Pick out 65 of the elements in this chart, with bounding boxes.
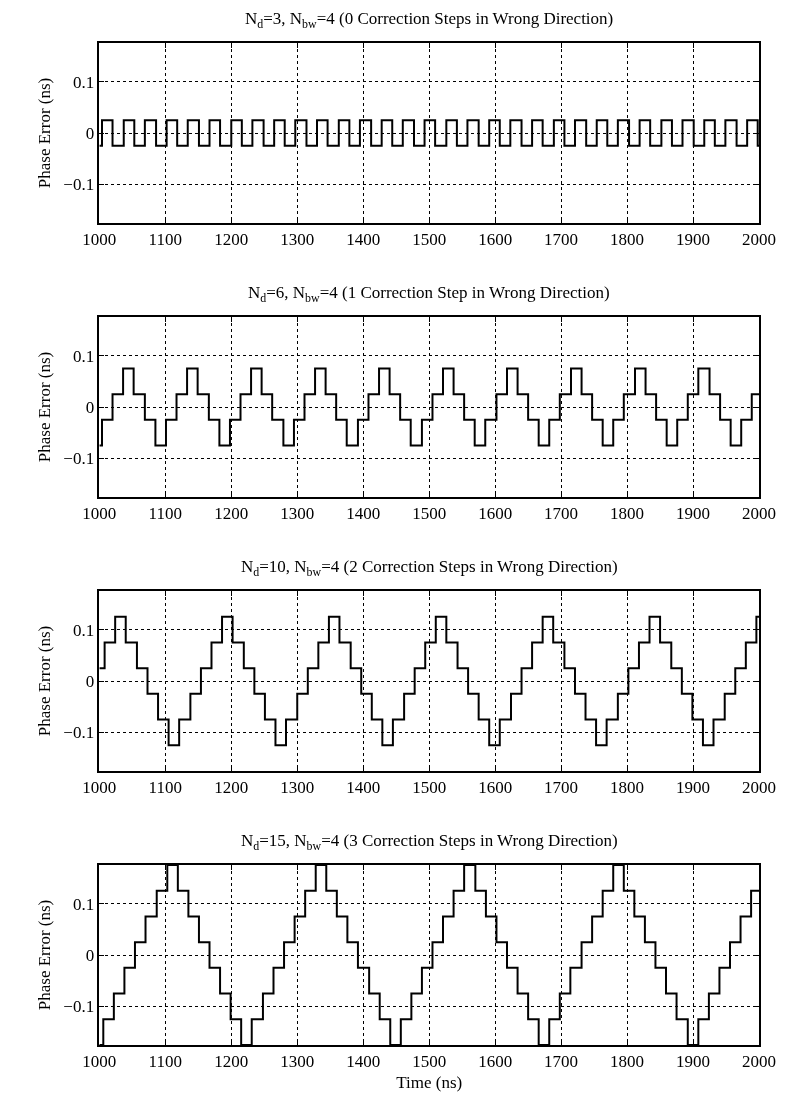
chart-title: N$_{d}$=6, N$_{bw}$=4 (1 Correction Step in Wrong Direction) [248, 283, 610, 305]
x-tick-label: 1600 [478, 1052, 513, 1072]
x-tick-label: 1900 [676, 778, 711, 798]
y-tick-label: 0.1 [72, 346, 95, 366]
x-tick-label: 1400 [346, 504, 381, 524]
x-tick-label: 1000 [82, 504, 117, 524]
y-tick-label: −0.1 [63, 997, 95, 1017]
x-tick-label: 1200 [214, 1052, 249, 1072]
x-tick-label: 1200 [214, 504, 249, 524]
x-tick-label: 1700 [544, 778, 579, 798]
x-tick-label: 1000 [82, 778, 117, 798]
x-tick-label: 1800 [610, 230, 645, 250]
x-tick-label: 1200 [214, 778, 249, 798]
x-tick-label: 1700 [544, 230, 579, 250]
y-axis-title: Phase Error (ns) [35, 351, 55, 463]
x-tick-label: 1800 [610, 778, 645, 798]
chart-title: N$_{d}$=3, N$_{bw}$=4 (0 Correction Steps in Wrong Direction) [245, 9, 614, 31]
x-tick-label: 1900 [676, 1052, 711, 1072]
x-tick-label: 1500 [412, 778, 447, 798]
x-tick-label: 1500 [412, 230, 447, 250]
x-tick-label: 1600 [478, 230, 513, 250]
x-tick-label: 1300 [280, 504, 315, 524]
y-tick-label: −0.1 [63, 175, 95, 195]
x-tick-label: 2000 [742, 230, 777, 250]
x-tick-label: 1800 [610, 1052, 645, 1072]
y-axis-title: Phase Error (ns) [35, 77, 55, 189]
chart-title: N$_{d}$=15, N$_{bw}$=4 (3 Correction Steps in Wrong Direction) [241, 831, 618, 853]
chart-title: N$_{d}$=10, N$_{bw}$=4 (2 Correction Steps in Wrong Direction) [241, 557, 618, 579]
x-tick-label: 1400 [346, 778, 381, 798]
x-tick-label: 1600 [478, 778, 513, 798]
y-tick-label: 0 [85, 671, 95, 691]
y-axis-title: Phase Error (ns) [35, 625, 55, 737]
x-tick-label: 1200 [214, 230, 249, 250]
y-tick-label: −0.1 [63, 449, 95, 469]
x-tick-label: 1100 [148, 778, 182, 798]
x-tick-label: 1300 [280, 1052, 315, 1072]
y-tick-label: 0 [85, 397, 95, 417]
x-tick-label: 1000 [82, 230, 117, 250]
x-tick-label: 1400 [346, 1052, 381, 1072]
y-tick-label: 0.1 [72, 72, 95, 92]
x-tick-label: 1100 [148, 1052, 182, 1072]
y-tick-label: 0 [85, 123, 95, 143]
x-tick-label: 2000 [742, 504, 777, 524]
y-axis-title: Phase Error (ns) [35, 899, 55, 1011]
x-tick-label: 1500 [412, 504, 447, 524]
x-axis-title: Time (ns) [396, 1073, 463, 1093]
x-tick-label: 2000 [742, 1052, 777, 1072]
x-tick-label: 1500 [412, 1052, 447, 1072]
x-tick-label: 1700 [544, 1052, 579, 1072]
x-tick-label: 1300 [280, 230, 315, 250]
x-tick-label: 2000 [742, 778, 777, 798]
x-tick-label: 1400 [346, 230, 381, 250]
x-tick-label: 1800 [610, 504, 645, 524]
y-tick-label: −0.1 [63, 723, 95, 743]
x-tick-label: 1000 [82, 1052, 117, 1072]
x-tick-label: 1100 [148, 230, 182, 250]
y-tick-label: 0 [85, 945, 95, 965]
x-tick-label: 1900 [676, 230, 711, 250]
y-tick-label: 0.1 [72, 620, 95, 640]
x-tick-label: 1700 [544, 504, 579, 524]
y-tick-label: 0.1 [72, 894, 95, 914]
x-tick-label: 1600 [478, 504, 513, 524]
x-tick-label: 1900 [676, 504, 711, 524]
x-tick-label: 1100 [148, 504, 182, 524]
x-tick-label: 1300 [280, 778, 315, 798]
